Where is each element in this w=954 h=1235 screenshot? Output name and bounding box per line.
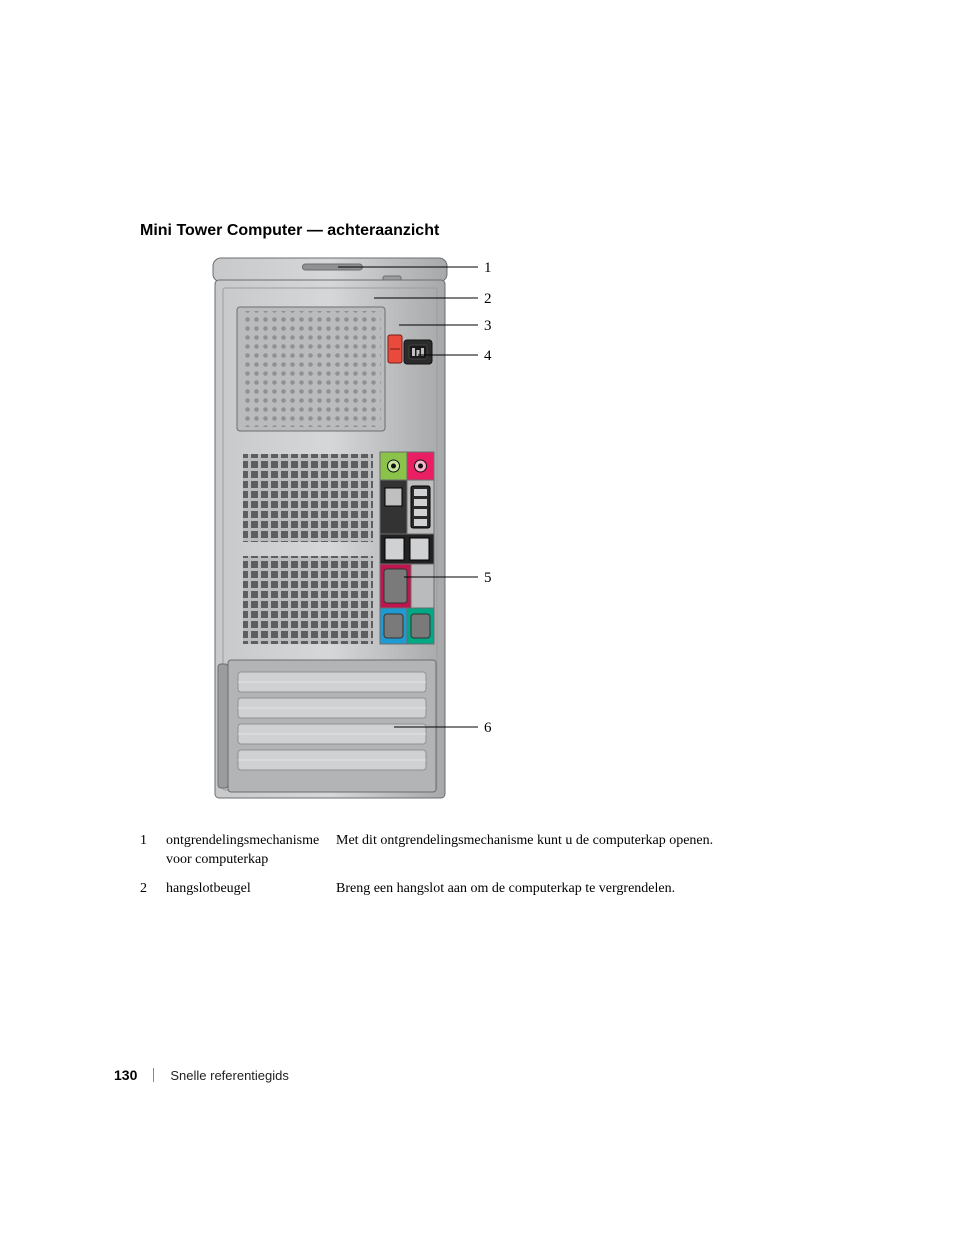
footer-divider	[153, 1068, 154, 1082]
callout-number: 4	[484, 348, 492, 365]
page-number: 130	[114, 1067, 137, 1083]
footer-section-name: Snelle referentiegids	[170, 1068, 289, 1083]
callout-number: 3	[484, 318, 492, 335]
computer-rear-diagram	[0, 0, 954, 1235]
legend-term: hangslotbeugel	[166, 880, 336, 899]
legend-row: 2hangslotbeugelBreng een hangslot aan om…	[140, 880, 820, 899]
legend-num: 2	[140, 880, 166, 899]
legend-row: 1ontgrendelingsmechanisme voor computerk…	[140, 832, 820, 870]
callout-number: 6	[484, 720, 492, 737]
callout-number: 1	[484, 260, 492, 277]
legend-term: ontgrendelingsmechanisme voor computerka…	[166, 832, 336, 870]
legend-desc: Breng een hangslot aan om de computerkap…	[336, 880, 820, 899]
legend-desc: Met dit ontgrendelingsmechanisme kunt u …	[336, 832, 820, 870]
legend-table: 1ontgrendelingsmechanisme voor computerk…	[140, 832, 820, 909]
page-footer: 130 Snelle referentiegids	[114, 1067, 289, 1083]
legend-num: 1	[140, 832, 166, 870]
callout-number: 5	[484, 570, 492, 587]
diagram-root	[213, 258, 478, 798]
callout-number: 2	[484, 291, 492, 308]
